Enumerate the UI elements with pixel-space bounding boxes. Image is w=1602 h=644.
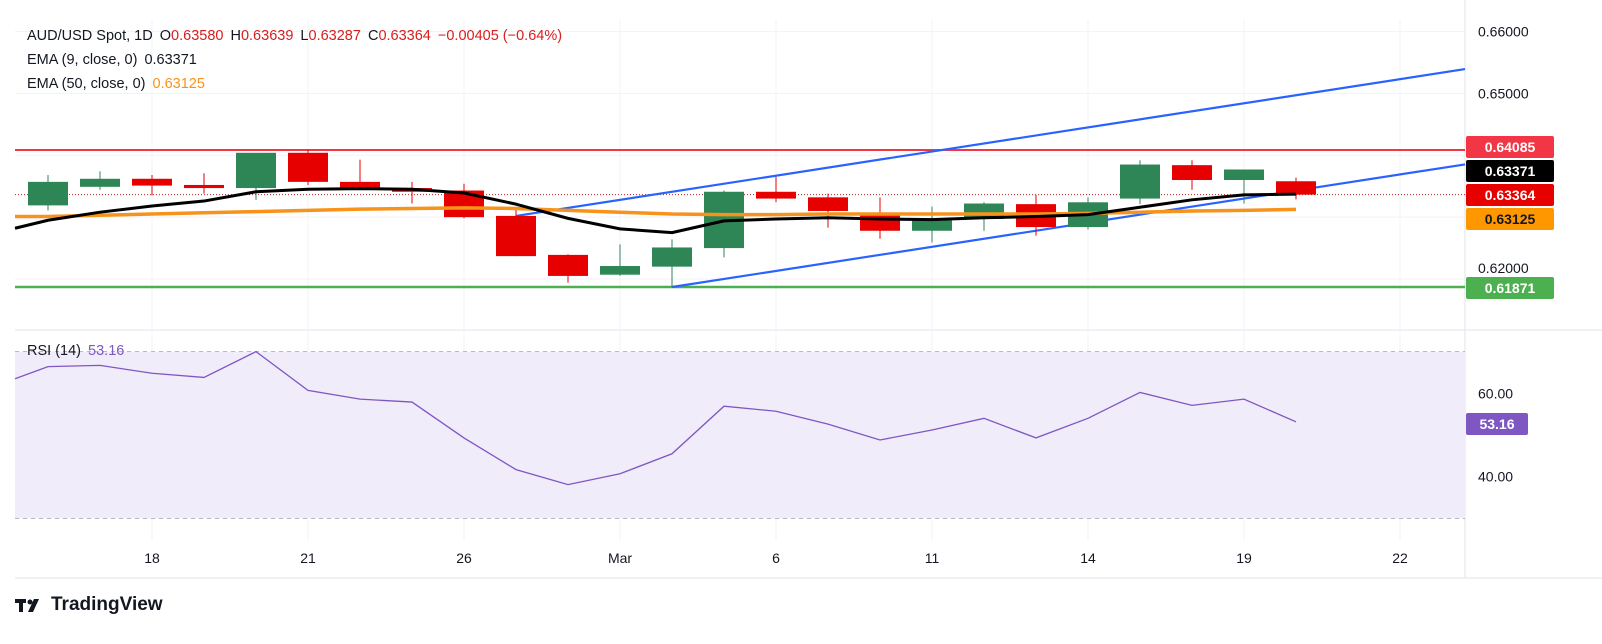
ema9-value: 0.63371 xyxy=(144,52,197,68)
candle xyxy=(756,176,796,203)
rsi-legend: RSI (14) 53.16 xyxy=(27,343,127,359)
candle xyxy=(496,207,536,257)
price-tick-label: 0.66000 xyxy=(1478,23,1529,39)
ema-lines xyxy=(14,187,1297,235)
rsi-line xyxy=(14,350,1297,486)
price-tick-label: 0.65000 xyxy=(1478,85,1529,101)
candle-body xyxy=(860,213,900,231)
channel-upper-trendline xyxy=(515,68,1466,217)
rsi-tick-label: 60.00 xyxy=(1478,385,1513,401)
candle-body xyxy=(1172,165,1212,181)
candle-body xyxy=(288,152,328,182)
time-tick-label: 19 xyxy=(1236,550,1252,566)
candle xyxy=(652,239,692,288)
candle xyxy=(1172,160,1212,190)
open-value: 0.63580 xyxy=(171,28,224,44)
candle xyxy=(392,181,432,204)
candle xyxy=(1120,160,1160,205)
rsi-line xyxy=(14,350,1297,486)
axes: 18 21 26 Mar 6 11 14 19 22 0.66000 0.65000 0.62000 6… xyxy=(144,23,1529,566)
resistance-price-label: 0.64085 xyxy=(1466,136,1554,158)
logo-text: TradingView xyxy=(51,594,163,615)
rsi-value-label: 53.16 xyxy=(1466,413,1528,435)
close-price-label: 0.63364 xyxy=(1466,184,1554,206)
candle-body xyxy=(184,184,224,189)
price-tick-label: 0.62000 xyxy=(1478,260,1529,276)
candle-body xyxy=(912,218,952,231)
candle-body xyxy=(1276,181,1316,195)
ema9-line xyxy=(14,187,1297,235)
close-label: C xyxy=(367,28,379,44)
candle xyxy=(808,193,848,228)
candle-body xyxy=(80,178,120,187)
candle-body xyxy=(1224,169,1264,181)
candle-body xyxy=(756,191,796,199)
candle-body xyxy=(236,152,276,189)
rsi-band xyxy=(15,351,1465,519)
ema9-price-label: 0.63371 xyxy=(1466,160,1554,182)
candle-body xyxy=(548,254,588,276)
candle xyxy=(600,244,640,276)
candle xyxy=(28,175,68,211)
low-value: 0.63287 xyxy=(308,28,361,44)
time-tick-label: 18 xyxy=(144,550,160,566)
time-tick-label: 21 xyxy=(300,550,316,566)
low-label: L xyxy=(300,28,309,44)
ema50-price-label: 0.63125 xyxy=(1466,208,1554,230)
candle xyxy=(340,159,380,190)
candle xyxy=(1276,177,1316,200)
open-label: O xyxy=(159,28,172,44)
close-value: 0.63364 xyxy=(378,28,431,44)
rsi-tick-label: 40.00 xyxy=(1478,469,1513,485)
high-value: 0.63639 xyxy=(240,28,294,44)
tradingview-logo[interactable]: TradingView xyxy=(15,594,163,616)
support-price-label: 0.61871 xyxy=(1466,277,1554,299)
candle xyxy=(912,206,952,243)
candle-body xyxy=(28,181,68,206)
candle-body xyxy=(132,178,172,186)
candle-body xyxy=(808,197,848,211)
ohlc-legend: AUD/USD Spot, 1D O0.63580 H0.63639 L0.63… xyxy=(27,28,565,44)
rsi-legend-value: 53.16 xyxy=(88,343,125,359)
candle xyxy=(288,149,328,185)
candle xyxy=(184,173,224,194)
time-tick-label: 14 xyxy=(1080,550,1096,566)
ema9-legend: EMA (9, close, 0) 0.63371 xyxy=(27,52,200,68)
time-tick-label: Mar xyxy=(608,550,632,566)
candle-body xyxy=(496,215,536,257)
change-value: −0.00405 (−0.64%) xyxy=(437,28,563,44)
candle xyxy=(132,175,172,196)
candle xyxy=(80,171,120,190)
time-tick-label: 6 xyxy=(772,550,780,566)
candle xyxy=(1224,169,1264,204)
ema9-label: EMA (9, close, 0) xyxy=(27,52,138,68)
symbol-title: AUD/USD Spot, 1D xyxy=(27,28,153,44)
tradingview-logo-icon xyxy=(15,599,39,612)
time-tick-label: 26 xyxy=(456,550,472,566)
ema50-label: EMA (50, close, 0) xyxy=(27,76,146,92)
time-tick-label: 11 xyxy=(925,550,940,566)
horizontal-lines xyxy=(15,149,1465,289)
candle xyxy=(444,183,484,219)
candles xyxy=(28,149,1316,288)
candle xyxy=(548,254,588,283)
ema50-value: 0.63125 xyxy=(152,76,205,92)
high-label: H xyxy=(230,28,241,44)
candle-body xyxy=(1120,164,1160,199)
time-tick-label: 22 xyxy=(1392,550,1408,566)
candle-body xyxy=(600,266,640,275)
ema50-legend: EMA (50, close, 0) 0.63125 xyxy=(27,76,208,92)
candle-body xyxy=(652,247,692,267)
candle-body xyxy=(340,181,380,189)
rsi-label: RSI (14) xyxy=(27,343,81,359)
